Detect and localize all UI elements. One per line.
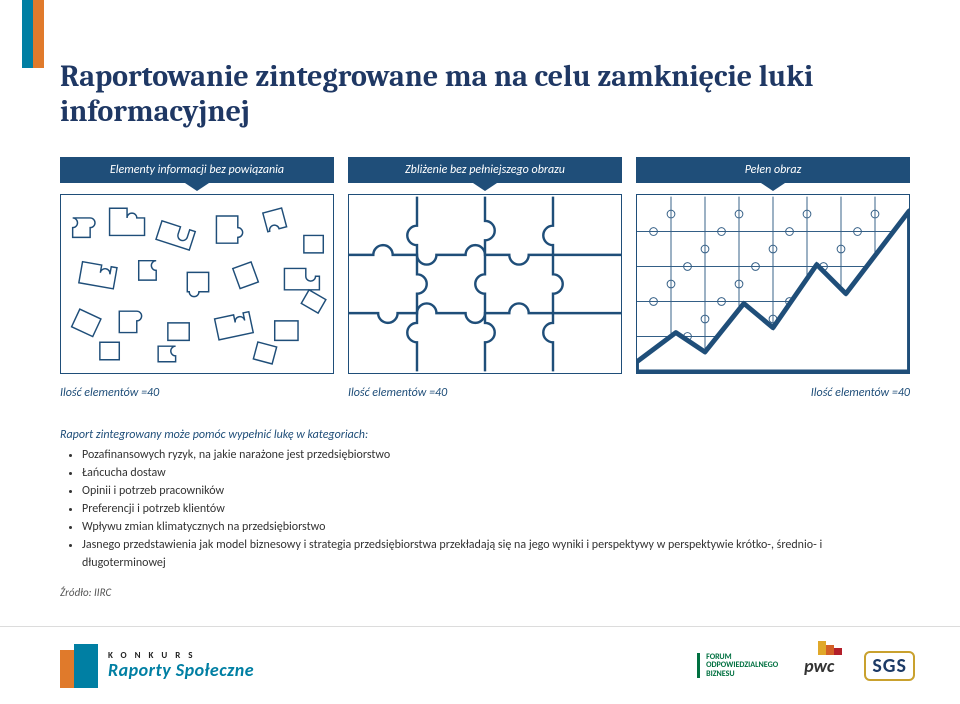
puzzle-closeup-icon [349, 195, 621, 373]
count-1: Ilość elementów =40 [60, 386, 334, 400]
panels-row [60, 194, 910, 374]
panel-label-1: Elementy informacji bez powiązania [60, 157, 334, 183]
puzzle-scattered-icon [61, 195, 333, 373]
report-bullet: Wpływu zmian klimatycznych na przedsiębi… [82, 518, 876, 536]
panel-closeup [348, 194, 622, 374]
count-2: Ilość elementów =40 [348, 386, 622, 400]
report-bullet: Opinii i potrzeb pracowników [82, 482, 876, 500]
logo-raporty-spoleczne: KONKURS Raporty Społeczne [60, 644, 254, 688]
report-block: Raport zintegrowany może pomóc wypełnić … [60, 428, 876, 572]
count-3: Ilość elementów =40 [636, 386, 910, 400]
raporty-line2: Raporty Społeczne [108, 659, 254, 681]
report-bullet-list: Pozafinansowych ryzyk, na jakie narażone… [60, 446, 876, 572]
counts-row: Ilość elementów =40 Ilość elementów =40 … [60, 386, 910, 400]
raporty-mark-icon [60, 644, 98, 688]
panel-labels-row: Elementy informacji bez powiązania Zbliż… [60, 157, 910, 183]
report-title: Raport zintegrowany może pomóc wypełnić … [60, 428, 876, 442]
panel-scattered [60, 194, 334, 374]
report-bullet: Preferencji i potrzeb klientów [82, 500, 876, 518]
logo-sgs: SGS [864, 651, 915, 681]
page-title: Raportowanie zintegrowane ma na celu zam… [60, 60, 910, 129]
report-bullet: Łańcucha dostaw [82, 464, 876, 482]
panel-full [636, 194, 910, 374]
logo-forum: FORUM ODPOWIEDZIALNEGO BIZNESU [697, 653, 778, 678]
panel-label-3: Pełen obraz [636, 157, 910, 183]
pwc-blocks-icon [818, 641, 842, 655]
footer: KONKURS Raporty Społeczne FORUM ODPOWIED… [0, 626, 960, 704]
accent-strip [22, 0, 44, 68]
pwc-text: pwc [804, 655, 834, 677]
source-label: Źródło: IIRC [60, 586, 111, 599]
raporty-text: KONKURS Raporty Społeczne [108, 650, 254, 681]
main-content: Raportowanie zintegrowane ma na celu zam… [60, 60, 910, 572]
logo-pwc: pwc [804, 655, 838, 677]
puzzle-full-icon [637, 195, 909, 373]
report-bullet: Pozafinansowych ryzyk, na jakie narażone… [82, 446, 876, 464]
panel-label-2: Zbliżenie bez pełniejszego obrazu [348, 157, 622, 183]
report-bullet: Jasnego przedstawienia jak model bizneso… [82, 536, 876, 572]
